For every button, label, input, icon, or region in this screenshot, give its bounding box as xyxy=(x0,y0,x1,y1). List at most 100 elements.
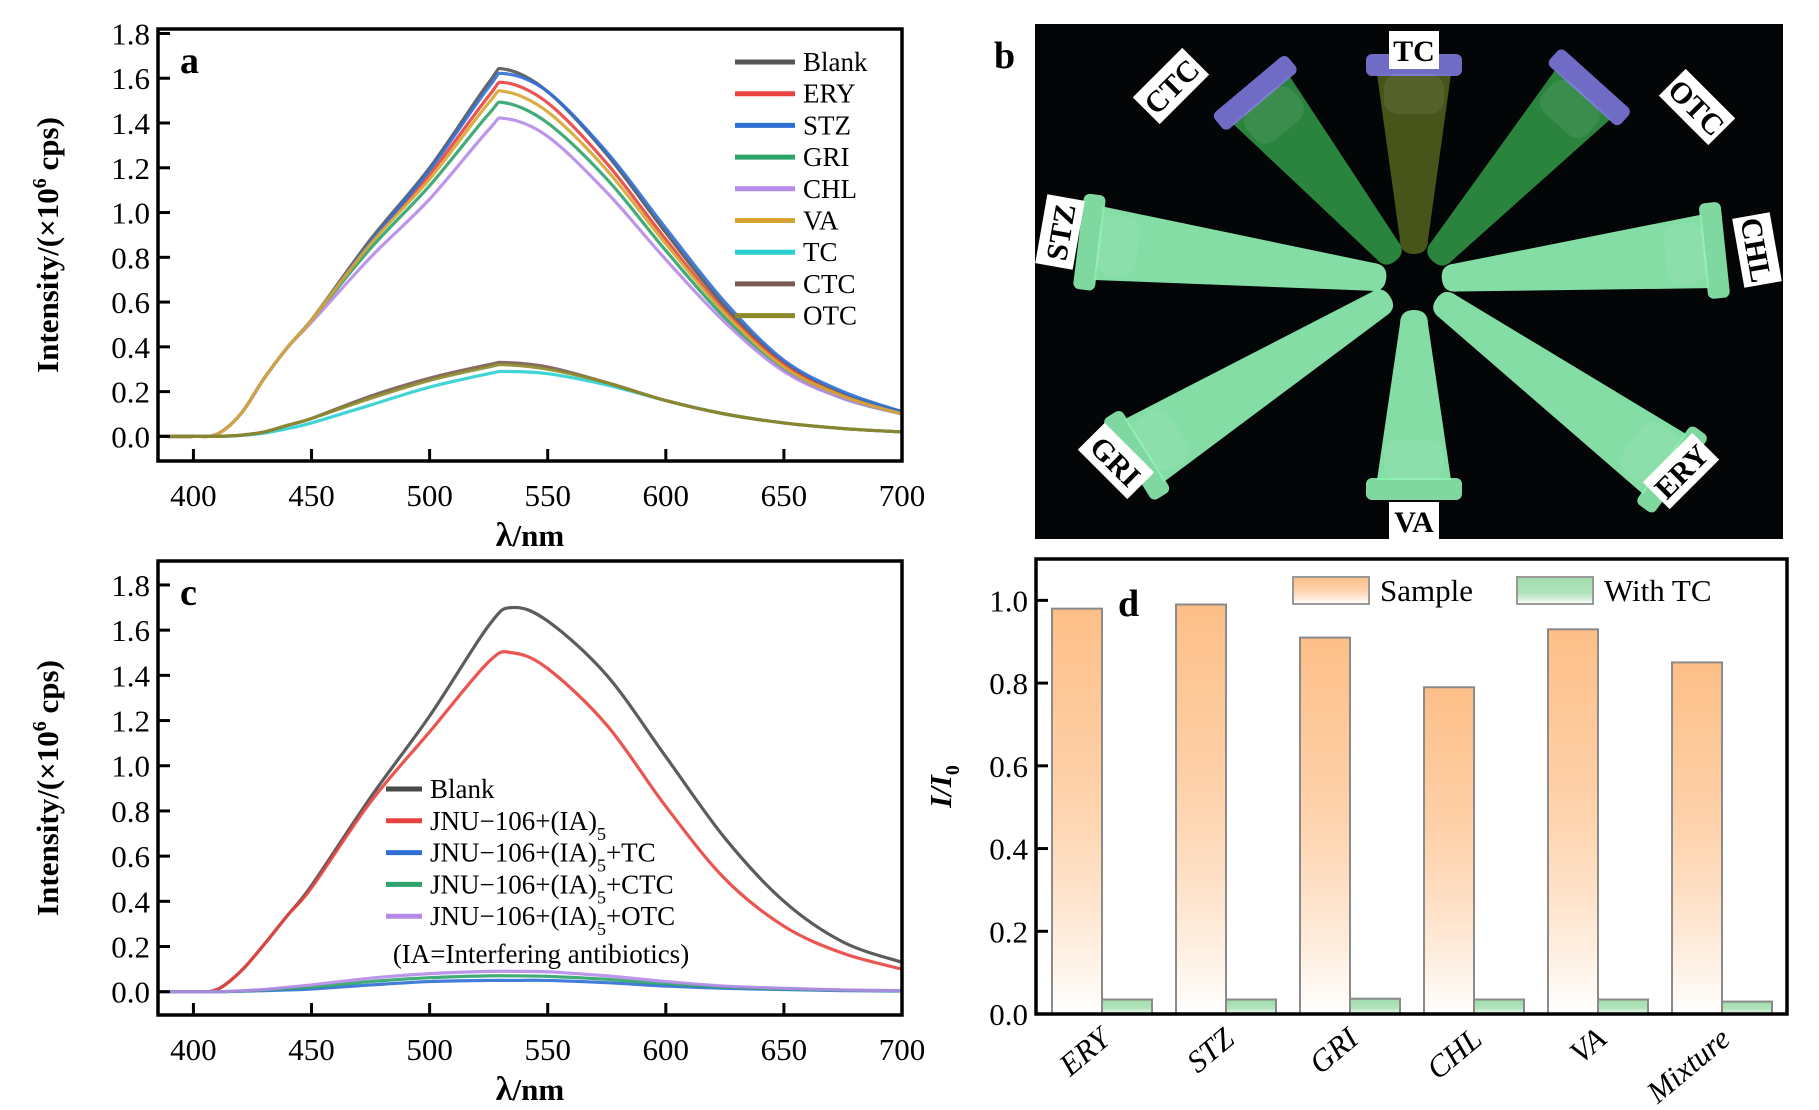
series-line-jnu-106-ia-5 xyxy=(157,650,903,994)
y-tick-label: 1.8 xyxy=(111,568,150,603)
x-tick-label: 450 xyxy=(288,478,335,513)
legend-label-suffix: +CTC xyxy=(606,869,674,899)
tube-liquid-meniscus xyxy=(1620,421,1677,483)
legend-label-sub: 5 xyxy=(597,919,606,939)
tube-body xyxy=(1124,289,1394,482)
y-tick-label: 0.6 xyxy=(111,285,150,320)
legend-label: With TC xyxy=(1604,573,1712,608)
tube-cap xyxy=(1698,202,1730,299)
y-tick-label: 0.0 xyxy=(989,997,1028,1032)
y-axis-label-main: Intensity/(×10 xyxy=(30,188,65,373)
legend-label-text: CHL xyxy=(803,174,857,204)
tube-label-background xyxy=(1642,432,1720,510)
plot-frame xyxy=(156,559,904,1017)
bar-sample xyxy=(1299,636,1351,1015)
bar-sample xyxy=(1671,661,1723,1016)
legend-label: Blank xyxy=(803,47,868,77)
tube-label-background xyxy=(1658,68,1736,146)
x-axis-unit: /nm xyxy=(512,518,565,553)
legend-label: JNU−106+(IA)5+TC xyxy=(430,838,656,876)
category-label: ERY xyxy=(1051,1019,1118,1083)
series-line-gri xyxy=(157,100,903,439)
y-tick-label: 1.0 xyxy=(989,583,1028,618)
plot-frame xyxy=(156,27,904,463)
tube-liquid-meniscus xyxy=(1096,215,1141,277)
legend-label-text: JNU−106+(IA) xyxy=(430,901,597,931)
legend-label-text: CTC xyxy=(803,269,856,299)
x-axis-unit: /nm xyxy=(512,1072,565,1107)
bar-sample xyxy=(1547,628,1599,1015)
tube-label-text: TC xyxy=(1393,35,1435,68)
legend-label-text: GRI xyxy=(803,142,850,172)
y-tick-label: 1.6 xyxy=(111,61,150,96)
x-tick-label: 500 xyxy=(406,478,453,513)
legend-swatch xyxy=(1516,576,1594,605)
tube-label-background xyxy=(1132,47,1210,125)
tube-body xyxy=(1441,214,1710,292)
y-tick-label: 0.0 xyxy=(111,419,150,454)
series-line-chl xyxy=(157,116,903,439)
y-axis-label-i: I xyxy=(923,795,958,809)
legend-label: OTC xyxy=(803,301,857,331)
y-tick-label: 1.4 xyxy=(111,658,150,693)
tube-ctc xyxy=(1213,55,1402,265)
x-tick-label: 650 xyxy=(761,478,808,513)
panel-a: 0.0 0.2 0.4 0.6 0.8 1.0 1.2 1.4 1.6 1.8 400 450 500 5… xyxy=(29,16,925,554)
panel-label: a xyxy=(180,40,199,82)
y-axis-label-end: cps) xyxy=(30,117,65,178)
y-tick-label: 0.0 xyxy=(111,975,150,1010)
panel-label: d xyxy=(1118,583,1139,625)
x-tick-label: 550 xyxy=(524,1032,571,1067)
legend-label-text: STZ xyxy=(803,110,851,140)
y-tick-label: 0.6 xyxy=(111,839,150,874)
bar-sample xyxy=(1051,607,1103,1015)
legend-label-suffix: +OTC xyxy=(606,901,675,931)
y-axis-label: Intensity/(×106 cps) xyxy=(29,660,65,916)
bar-with-tc xyxy=(1597,998,1649,1015)
y-tick-label: 1.2 xyxy=(111,151,150,186)
legend-label-text: Blank xyxy=(803,47,868,77)
legend-label-text: Blank xyxy=(430,774,495,804)
bar-with-tc xyxy=(1225,998,1277,1015)
y-axis-label-i0: I xyxy=(923,774,958,788)
tube-cap xyxy=(1366,478,1462,500)
y-tick-label: 1.4 xyxy=(111,106,150,141)
x-tick-label: 600 xyxy=(643,478,690,513)
tube-liquid-meniscus xyxy=(1133,409,1189,471)
legend-label: TC xyxy=(803,237,838,267)
y-tick-label: 0.2 xyxy=(111,930,150,965)
y-tick-label: 1.6 xyxy=(111,613,150,648)
tube-va xyxy=(1366,310,1462,500)
legend-label: CHL xyxy=(803,174,857,204)
series-line-jnu-106-ia-5-otc xyxy=(158,969,903,994)
tube-chl xyxy=(1441,202,1730,299)
tube-label-background xyxy=(1035,194,1085,270)
legend-label: ERY xyxy=(803,79,856,109)
legend-label: JNU−106+(IA)5 xyxy=(430,806,606,844)
tube-label-background xyxy=(1732,212,1782,288)
series-line-otc xyxy=(158,362,903,439)
tube-liquid-meniscus xyxy=(1663,222,1708,285)
legend-label-text: VA xyxy=(803,206,839,236)
x-axis-symbol: λ xyxy=(496,1071,513,1108)
x-tick-label: 400 xyxy=(170,1032,217,1067)
tube-otc xyxy=(1427,49,1630,266)
x-tick-label: 700 xyxy=(879,478,926,513)
tube-label-text: VA xyxy=(1394,506,1434,539)
legend-label-text: OTC xyxy=(803,301,857,331)
bar-sample xyxy=(1423,686,1475,1016)
tube-label-background xyxy=(1389,31,1439,69)
y-axis-label-sup: 6 xyxy=(29,721,51,731)
y-axis-label: Intensity/(×106 cps) xyxy=(29,117,65,373)
tube-cap xyxy=(1213,55,1297,130)
tube-stz xyxy=(1073,193,1387,291)
legend-label: Sample xyxy=(1380,573,1473,608)
tube-body xyxy=(1433,291,1687,495)
legend-label-sub: 5 xyxy=(597,856,606,876)
category-label: Mixture xyxy=(1639,1020,1737,1110)
tube-label-background xyxy=(1077,422,1155,500)
tube-label: GRI xyxy=(1077,422,1155,500)
bar-with-tc xyxy=(1473,998,1525,1015)
legend-label-sub: 5 xyxy=(597,887,606,907)
tube-body xyxy=(1427,69,1611,266)
